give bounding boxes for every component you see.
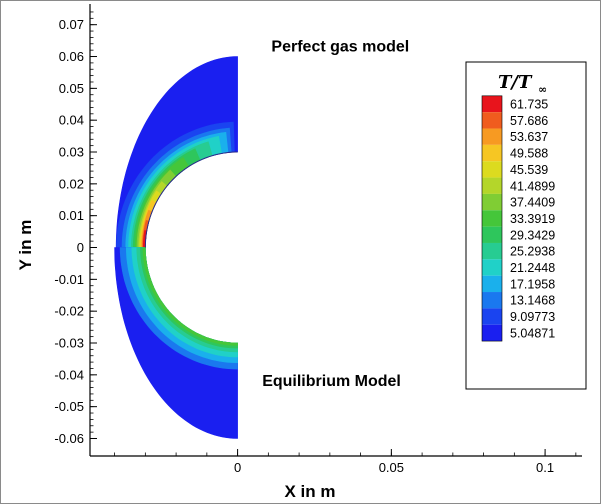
legend-swatch: [482, 95, 502, 113]
y-axis-label: Y in m: [16, 220, 35, 271]
legend-label: 57.686: [510, 114, 548, 128]
y-tick-label: 0.04: [59, 113, 84, 128]
upper-body-surface: [144, 151, 238, 248]
legend-title: T/T: [498, 72, 533, 93]
legend-swatch: [482, 112, 502, 129]
plot-annotation: Equilibrium Model: [262, 373, 401, 390]
y-tick-label: -0.03: [54, 336, 84, 351]
y-tick-label: -0.01: [54, 272, 84, 287]
legend-label: 53.637: [510, 130, 548, 144]
y-tick-label: -0.04: [54, 367, 84, 382]
plot-annotation: Perfect gas model: [271, 39, 409, 56]
legend-swatch: [482, 128, 502, 145]
legend-label: 5.04871: [510, 326, 555, 340]
contour-layer: [114, 56, 238, 439]
y-tick-label: -0.05: [54, 399, 84, 414]
legend-label: 29.3429: [510, 228, 555, 242]
annotations: Perfect gas model Equilibrium Model: [262, 39, 409, 390]
legend-label: 33.3919: [510, 212, 555, 226]
legend-label: 45.539: [510, 163, 548, 177]
legend-swatch: [482, 259, 502, 276]
y-tick-label: 0.05: [59, 81, 84, 96]
legend-swatch: [482, 275, 502, 293]
legend-swatch: [482, 177, 502, 194]
y-tick-label: 0: [77, 240, 84, 255]
legend-label: 9.09773: [510, 310, 555, 324]
legend-title-subscript: ∞: [538, 83, 547, 96]
legend-label: 49.588: [510, 147, 548, 161]
legend-swatch: [482, 144, 502, 162]
axes: 0.07 0.06 0.05 0.04 0.03 0.02 0.01 0 -0.01 -0.02 -…: [54, 4, 582, 475]
legend-label: 17.1958: [510, 277, 555, 291]
legend-swatch: [482, 226, 502, 243]
x-axis-label: X in m: [284, 482, 335, 501]
y-tick-label: 0.06: [59, 49, 84, 64]
x-tick-label: 0.1: [536, 460, 554, 475]
legend-swatch: [482, 161, 502, 178]
legend-swatch: [482, 210, 502, 227]
legend-swatch: [482, 193, 502, 211]
y-tick-label: -0.06: [54, 431, 84, 446]
legend-label: 41.4899: [510, 179, 555, 193]
y-tick-label: 0.01: [59, 208, 84, 223]
legend-label: 61.735: [510, 98, 548, 112]
y-tick-label: -0.02: [54, 304, 84, 319]
colorbar-legend: T/T ∞ 61.735 57.686 53.637 49.588 45.539 41.489…: [465, 61, 587, 390]
legend-swatch: [482, 308, 502, 325]
legend-swatch: [482, 242, 502, 260]
x-tick-label: 0.05: [379, 460, 404, 475]
legend-label: 37.4409: [510, 196, 555, 210]
y-tick-label: 0.02: [59, 176, 84, 191]
legend-swatch: [482, 324, 502, 342]
lower-contour-band: [142, 247, 238, 346]
legend-label: 25.2938: [510, 245, 555, 259]
legend-label: 13.1468: [510, 294, 555, 308]
legend-swatch: [482, 292, 502, 309]
x-tick-label: 0: [234, 460, 241, 475]
legend-colorbar-outline: [481, 95, 503, 342]
legend-label: 21.2448: [510, 261, 555, 275]
y-tick-label: 0.03: [59, 145, 84, 160]
y-tick-label: 0.07: [59, 17, 84, 32]
